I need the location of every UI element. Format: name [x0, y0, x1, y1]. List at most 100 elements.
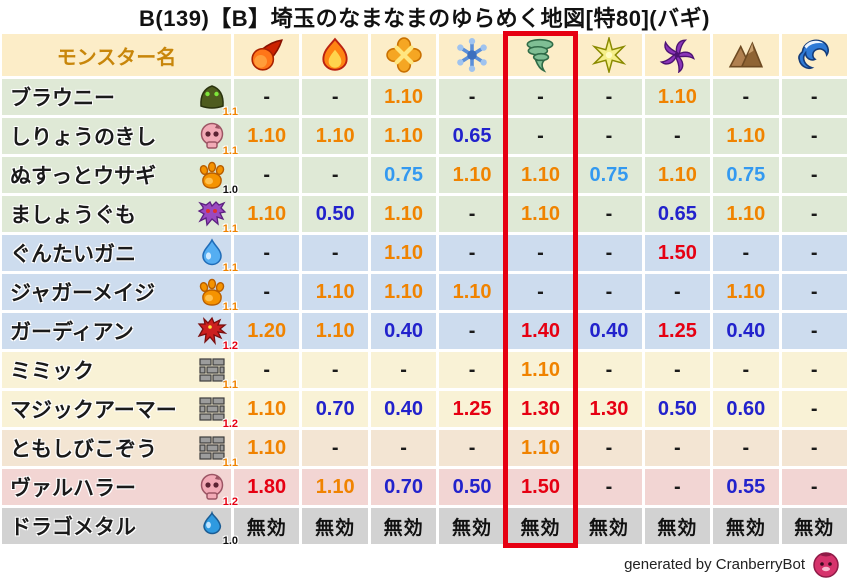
monster-name: ドラゴメタル — [10, 516, 136, 539]
monster-name-cell: ドラゴメタル 1.0 — [2, 508, 238, 547]
value-cell: 1.10 — [234, 430, 300, 466]
value-cell: 1.10 — [370, 235, 437, 271]
value-cell: - — [781, 235, 847, 271]
value-cell: 1.25 — [439, 391, 505, 427]
element-column-header — [370, 34, 437, 76]
value-cell: - — [713, 352, 779, 388]
value-cell: - — [781, 430, 847, 466]
value-cell: 1.10 — [302, 118, 368, 154]
value-cell: - — [576, 196, 642, 232]
table-row: ぐんたいガニ 1.1- -1.10- - -1.50- - — [2, 235, 847, 274]
skull-icon: 1.1 — [197, 121, 238, 157]
value-cell: 1.10 — [644, 79, 711, 115]
value-cell: 1.10 — [370, 274, 437, 310]
monster-name-cell: しりょうのきし 1.1 — [2, 118, 238, 157]
monster-name: ましょうぐも — [10, 204, 136, 227]
value-cell: 無効 — [439, 508, 505, 544]
value-cell: - — [781, 391, 847, 427]
value-cell: 0.50 — [644, 391, 711, 427]
pinwheel-icon — [659, 37, 696, 73]
monster-name-cell: ともしびこぞう 1.1 — [2, 430, 238, 469]
value-cell: - — [781, 469, 847, 505]
value-cell: 1.10 — [234, 196, 300, 232]
multiplier-badge: 1.1 — [222, 457, 238, 469]
monster-name: ともしびこぞう — [10, 438, 157, 461]
table-row: しりょうのきし 1.1 1.10 1.10 1.10 0.65- - -1.10- — [2, 118, 847, 157]
value-cell: - — [644, 274, 711, 310]
monster-name-cell: ガーディアン 1.2 — [2, 313, 238, 352]
value-cell: 0.65 — [439, 118, 505, 154]
value-cell: - — [507, 274, 574, 310]
multiplier-badge: 1.1 — [222, 145, 238, 157]
value-cell: 1.10 — [234, 391, 300, 427]
value-cell: 無効 — [302, 508, 368, 544]
table-header-row: モンスター名 — [2, 34, 847, 76]
value-cell: - — [234, 235, 300, 271]
monster-name: マジックアーマー — [10, 399, 177, 422]
hood-icon: 1.1 — [197, 82, 238, 118]
value-cell: - — [781, 118, 847, 154]
value-cell: 1.10 — [507, 352, 574, 388]
value-cell: 無効 — [713, 508, 779, 544]
value-cell: - — [234, 274, 300, 310]
value-cell: - — [576, 430, 642, 466]
credit-footer: generated by CranberryBot — [624, 549, 841, 579]
value-cell: 0.40 — [713, 313, 779, 349]
multiplier-badge: 1.1 — [222, 106, 238, 118]
value-cell: - — [576, 274, 642, 310]
value-cell: - — [439, 430, 505, 466]
table-row: ジャガーメイジ 1.1-1.10 1.10 1.10- - -1.10- — [2, 274, 847, 313]
value-cell: 1.10 — [439, 157, 505, 193]
monster-name: ジャガーメイジ — [10, 282, 156, 305]
value-cell: - — [644, 469, 711, 505]
brick-icon: 1.1 — [197, 355, 238, 391]
value-cell: 無効 — [370, 508, 437, 544]
value-cell: - — [507, 235, 574, 271]
value-cell: 0.50 — [302, 196, 368, 232]
value-cell: 1.10 — [713, 118, 779, 154]
multiplier-badge: 1.1 — [222, 262, 238, 274]
value-cell: - — [302, 352, 368, 388]
value-cell: 1.10 — [370, 79, 437, 115]
multiplier-badge: 1.2 — [222, 418, 238, 430]
value-cell: 無効 — [644, 508, 711, 544]
value-cell: 1.10 — [644, 157, 711, 193]
value-cell: 0.50 — [439, 469, 505, 505]
value-cell: 1.40 — [507, 313, 574, 349]
element-column-header — [644, 34, 711, 76]
value-cell: 1.10 — [302, 274, 368, 310]
value-cell: - — [234, 352, 300, 388]
monster-name-cell: ましょうぐも 1.1 — [2, 196, 238, 235]
value-cell: 1.10 — [713, 196, 779, 232]
value-cell: 0.60 — [713, 391, 779, 427]
monster-name: ぬすっとウサギ — [10, 165, 157, 188]
skull-icon: 1.2 — [197, 472, 238, 508]
value-cell: 1.30 — [576, 391, 642, 427]
multiplier-badge: 1.1 — [222, 379, 238, 391]
value-cell: - — [781, 274, 847, 310]
monster-name-cell: ミミック 1.1 — [2, 352, 238, 391]
value-cell: - — [234, 157, 300, 193]
multiplier-badge: 1.1 — [222, 223, 238, 235]
value-cell: 1.10 — [302, 313, 368, 349]
value-cell: - — [439, 196, 505, 232]
element-column-header — [302, 34, 368, 76]
table-row: ドラゴメタル 1.0 無効 無効 無効 無効 無効 無効 無効 無効 無効 — [2, 508, 847, 547]
paw-icon: 1.0 — [197, 160, 238, 196]
monster-name: ブラウニー — [10, 87, 115, 110]
monster-name: ミミック — [10, 360, 94, 383]
value-cell: - — [576, 235, 642, 271]
value-cell: - — [781, 196, 847, 232]
burst-icon — [385, 37, 422, 73]
paw-icon: 1.1 — [197, 277, 238, 313]
value-cell: 1.50 — [507, 469, 574, 505]
element-column-header — [439, 34, 505, 76]
brick-icon: 1.1 — [197, 433, 238, 469]
multiplier-badge: 1.1 — [222, 301, 238, 313]
value-cell: 1.20 — [234, 313, 300, 349]
slime-icon: 1.0 — [197, 511, 238, 547]
value-cell: 0.40 — [370, 391, 437, 427]
value-cell: 1.10 — [713, 274, 779, 310]
multiplier-badge: 1.2 — [222, 340, 238, 352]
value-cell: - — [234, 79, 300, 115]
